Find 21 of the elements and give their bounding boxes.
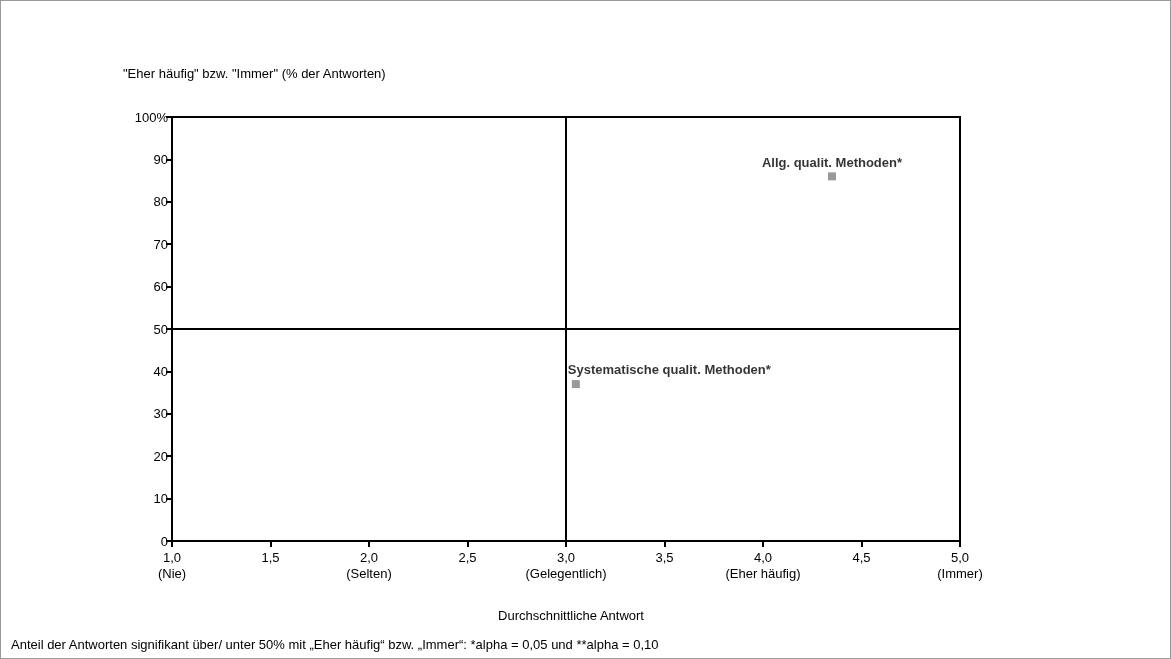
x-tick-label: 3,5	[655, 549, 674, 565]
text: Anteil der Antworten signifikant über/ unter 50% mit „Eher häufig“ bzw. „Immer“: *alpha = 0,05 und **alpha = 0,10	[11, 637, 659, 652]
y-tick-label: 50	[153, 321, 168, 337]
series-label: Systematische qualit. Methoden*	[567, 362, 772, 378]
y-tick-label: 20	[153, 448, 168, 464]
x-axis-title: Durchschnittliche Antwort	[498, 608, 645, 623]
x-tick-label: 2,5	[458, 549, 477, 565]
y-tick-label: 60	[153, 279, 168, 295]
y-tick-label: 30	[153, 406, 168, 422]
x-tick-label: 2,0 (Selten)	[346, 549, 392, 581]
x-tick-label: 4,0 (Eher häufig)	[725, 549, 801, 581]
x-tick-label: 3,0 (Gelegentlich)	[525, 549, 607, 581]
y-tick-label: 90	[153, 151, 168, 167]
y-tick-label: 80	[153, 194, 168, 210]
series-label: Allg. qualit. Methoden*	[761, 155, 903, 171]
x-tick-label: 5,0 (Immer)	[937, 549, 983, 581]
x-tick-label: 4,5	[852, 549, 871, 565]
y-tick-label: 100%	[134, 109, 169, 125]
x-tick-label: 1,0 (Nie)	[157, 549, 187, 581]
x-tick-label: 1,5	[261, 549, 280, 565]
y-axis-title: "Eher häufig" bzw. "Immer" (% der Antworten)	[123, 66, 386, 81]
